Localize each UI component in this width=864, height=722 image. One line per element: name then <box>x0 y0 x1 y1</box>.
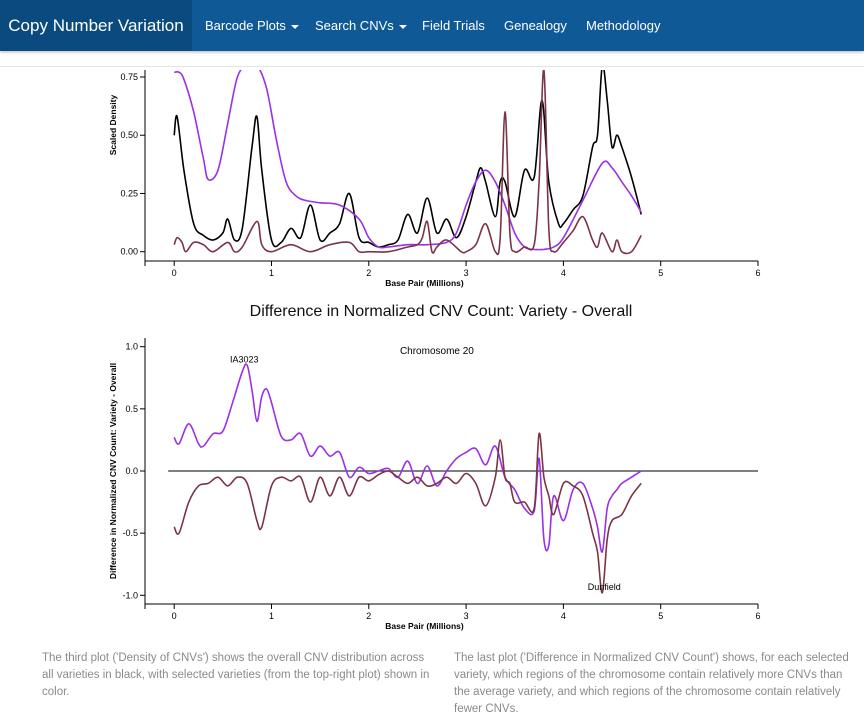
nav-methodology[interactable]: Methodology <box>586 0 660 51</box>
y-tick-label: -1.0 <box>122 590 138 600</box>
navbar-divider <box>0 66 864 67</box>
x-tick-label: 5 <box>658 268 663 278</box>
y-tick-label: 0.25 <box>120 188 138 198</box>
nav-genealogy[interactable]: Genealogy <box>504 0 567 51</box>
series-line-purple <box>173 363 642 553</box>
x-tick-label: 1 <box>269 611 274 621</box>
caption-left: The third plot ('Density of CNVs') shows… <box>42 652 430 698</box>
chart2-title: Difference in Normalized CNV Count: Vari… <box>249 303 633 320</box>
y-tick-label: -0.5 <box>122 528 138 538</box>
x-tick-label: 4 <box>561 268 566 278</box>
nav-search-cnvs-label: Search CNVs <box>315 18 394 33</box>
x-axis-label: Base Pair (Millions) <box>385 278 464 288</box>
y-tick-label: 0.75 <box>120 72 138 82</box>
y-axis-label: Scaled Density <box>108 94 118 155</box>
x-tick-label: 2 <box>366 611 371 621</box>
y-axis-label: Difference in Normalized CNV Count: Vari… <box>108 363 118 579</box>
navbar: Copy Number Variation Barcode Plots Sear… <box>0 0 864 51</box>
chevron-down-icon <box>290 24 299 29</box>
series-line-brown <box>173 432 642 594</box>
y-tick-label: 0.0 <box>125 466 138 476</box>
series-annotation: IA3023 <box>230 354 259 364</box>
nav-field-trials-label: Field Trials <box>422 18 485 33</box>
difference-chart: 0 1 2 3 4 5 6 Base Pair (Millions) -1.0 -0.5 0.0 0.… <box>108 338 761 631</box>
y-tick-label: 1.0 <box>125 342 138 352</box>
x-tick-label: 4 <box>561 611 566 621</box>
x-tick-label: 0 <box>172 611 177 621</box>
y-tick-label: 0.00 <box>120 247 138 257</box>
y-tick-label: 0.5 <box>125 404 138 414</box>
x-tick-label: 1 <box>269 268 274 278</box>
series-line-purple <box>174 70 642 251</box>
y-tick-label: 0.50 <box>120 130 138 140</box>
nav-methodology-label: Methodology <box>586 18 661 33</box>
density-chart: 0 1 2 3 4 5 6 Base Pair (Millions) 0.00 0.25 0.50 0… <box>108 70 761 288</box>
x-tick-label: 0 <box>172 268 177 278</box>
brand[interactable]: Copy Number Variation <box>0 0 192 51</box>
x-axis-label: Base Pair (Millions) <box>385 621 464 631</box>
x-tick-label: 3 <box>464 611 469 621</box>
series-annotation: Dunfield <box>588 582 621 592</box>
series-line-overall <box>173 70 642 248</box>
x-tick-label: 6 <box>755 611 760 621</box>
nav-barcode-plots-label: Barcode Plots <box>205 18 286 33</box>
chart-subtitle: Chromosome 20 <box>400 346 474 357</box>
nav-genealogy-label: Genealogy <box>504 18 567 33</box>
chevron-down-icon <box>398 24 407 29</box>
x-tick-label: 6 <box>755 268 760 278</box>
nav-search-cnvs[interactable]: Search CNVs <box>315 0 407 51</box>
nav-field-trials[interactable]: Field Trials <box>422 0 485 51</box>
x-tick-label: 5 <box>658 611 663 621</box>
nav-barcode-plots[interactable]: Barcode Plots <box>205 0 299 51</box>
x-tick-label: 2 <box>366 268 371 278</box>
caption-right: The last plot ('Difference in Normalized… <box>454 652 849 715</box>
x-tick-label: 3 <box>464 268 469 278</box>
series-line-brown <box>173 70 642 256</box>
